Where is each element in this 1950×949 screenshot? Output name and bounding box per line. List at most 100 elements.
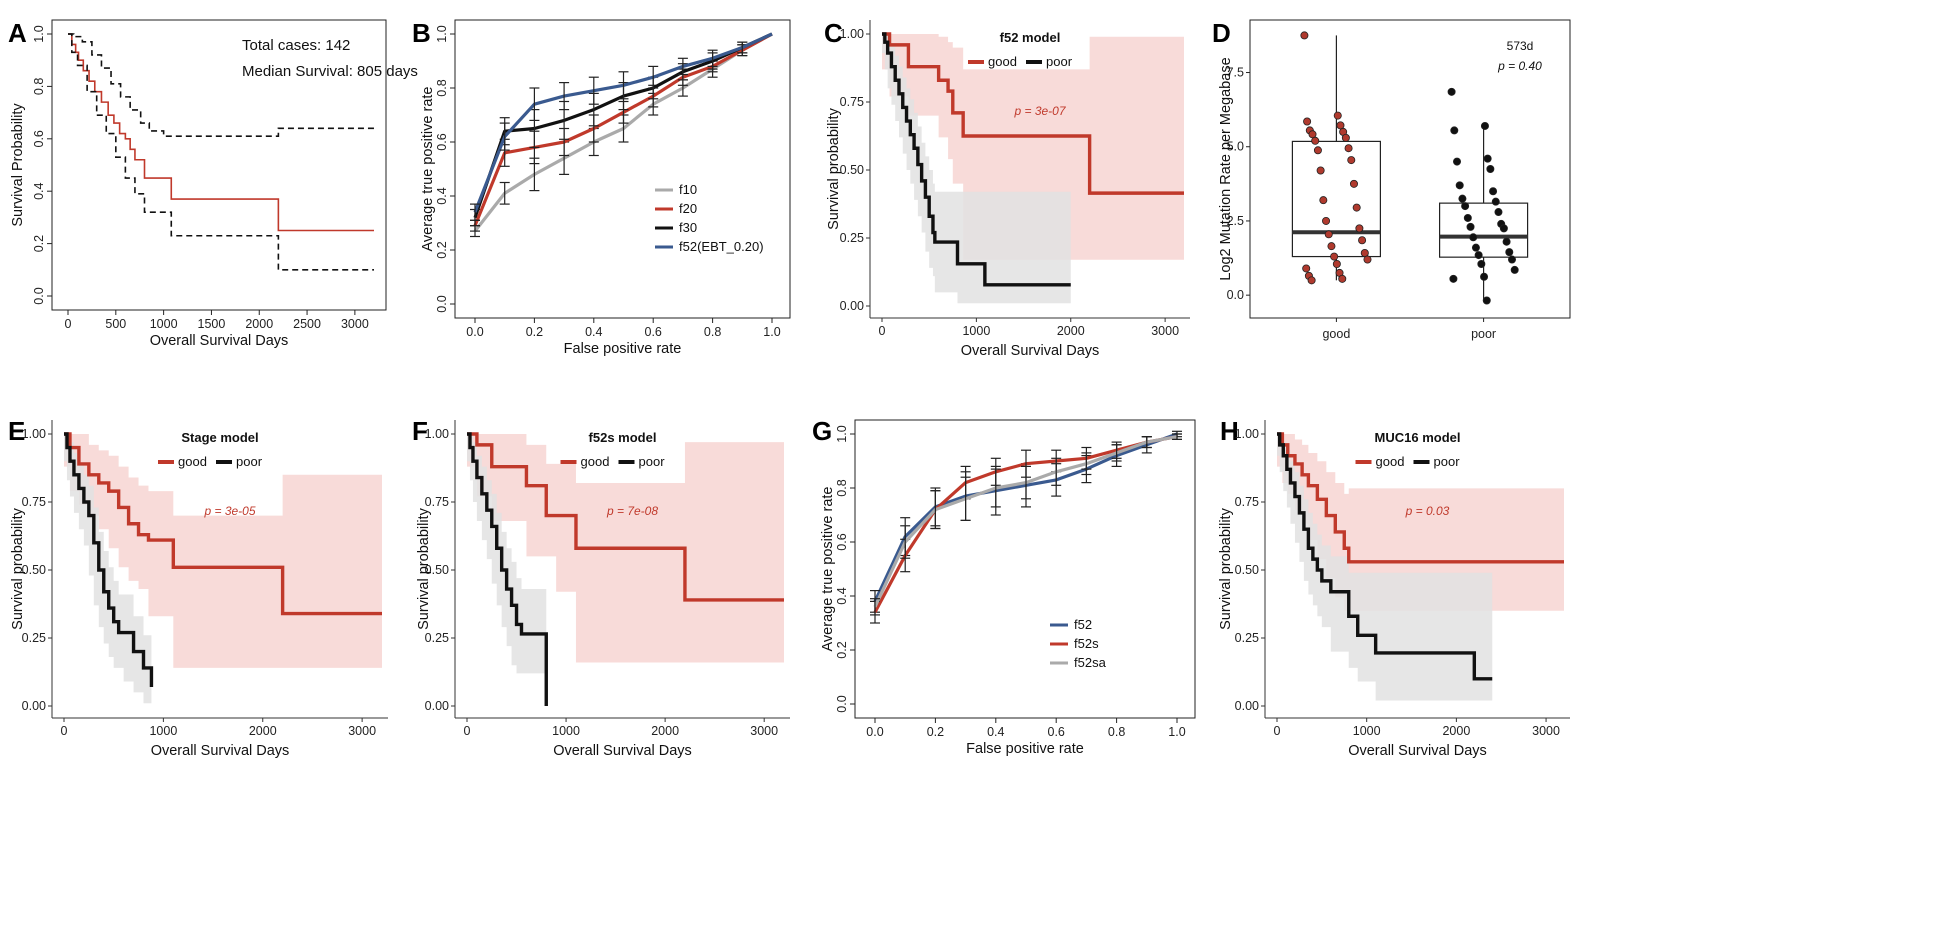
y-axis-label: Average true positive rate (820, 487, 836, 652)
y-tick-label: 0.8 (32, 78, 46, 95)
data-point (1322, 216, 1331, 225)
legend-label-poor: poor (1046, 54, 1073, 69)
x-tick-label: 0 (464, 724, 471, 738)
data-point (1327, 242, 1336, 251)
x-tick-label: 1000 (1353, 724, 1381, 738)
data-point (1349, 179, 1358, 188)
y-tick-label: 0.75 (22, 495, 46, 509)
y-tick-label: 1.00 (840, 27, 864, 41)
panel-B: B 0.0 0.2 0.4 0.6 0.8 1.0 0.0 0.2 0.4 0.6 0.8 1.0 Fal… (412, 18, 791, 357)
data-point (1510, 265, 1519, 274)
x-tick-label: 3000 (750, 724, 778, 738)
y-tick-label: 0.4 (435, 187, 449, 204)
data-point (1341, 133, 1350, 142)
annotation-pvalue: p = 0.40 (1497, 59, 1542, 73)
x-tick-label: 0.2 (526, 325, 543, 339)
data-point (1505, 248, 1514, 257)
data-point (1363, 255, 1372, 264)
p-value: p = 0.03 (1405, 504, 1450, 518)
panel-letter: D (1212, 18, 1231, 48)
box-poor (1438, 202, 1529, 258)
km-line-estimate (68, 33, 374, 232)
panel-C: C 0.00 0.25 0.50 0.75 1.00 0 1000 2000 3000 Overal… (824, 18, 1190, 359)
data-point (1483, 154, 1492, 163)
x-tick-label: 2000 (245, 317, 273, 331)
y-tick-label: 0.00 (840, 299, 864, 313)
y-tick-label: 1.0 (835, 425, 849, 442)
plot-frame (854, 419, 1196, 719)
km-line-lower (68, 33, 374, 271)
data-point (1466, 222, 1475, 231)
x-axis-label: False positive rate (966, 741, 1084, 757)
y-tick-label: 0.50 (840, 163, 864, 177)
x-tick-label: 1.0 (763, 325, 780, 339)
y-tick-label: 0.25 (22, 631, 46, 645)
data-point (1507, 255, 1516, 264)
data-point (1307, 276, 1316, 285)
panel-F: F 0.00 0.25 0.50 0.75 1.00 0 1000 2000 3000 Overal… (412, 416, 790, 759)
legend-label-f10: f10 (679, 182, 697, 197)
data-point (1499, 224, 1508, 233)
data-point (1360, 249, 1369, 258)
legend-label-good: good (1376, 454, 1405, 469)
panel-G: G 0.0 0.2 0.4 0.6 0.8 1.0 0.0 0.2 0.4 0.6 0.8 1.0 Fal… (812, 416, 1196, 757)
x-tick-label: poor (1471, 327, 1496, 341)
y-tick-label: 0.4 (32, 182, 46, 199)
legend-label-poor: poor (639, 454, 666, 469)
data-point (1480, 272, 1489, 281)
km-line-good (882, 32, 1184, 195)
x-tick-label: 2500 (293, 317, 321, 331)
data-point (1455, 181, 1464, 190)
data-point (1453, 157, 1462, 166)
panel-letter: G (812, 416, 832, 446)
data-point (1480, 121, 1489, 130)
p-value: p = 7e-08 (606, 504, 658, 518)
y-tick-label: 1.0 (32, 25, 46, 42)
x-axis-label: Overall Survival Days (961, 343, 1100, 359)
x-axis-label: Overall Survival Days (151, 743, 290, 759)
legend-label-f52: f52 (1074, 617, 1092, 632)
x-tick-label: 2000 (1442, 724, 1470, 738)
data-point (1477, 259, 1486, 268)
km-line-upper (68, 33, 374, 137)
y-tick-label: 0.00 (425, 699, 449, 713)
y-tick-label: 0.0 (835, 695, 849, 712)
y-axis-label: Survival probability (10, 507, 26, 629)
ci-band-good (64, 434, 382, 668)
data-point (1336, 121, 1345, 130)
data-point (1333, 111, 1342, 120)
x-tick-label: 3000 (1532, 724, 1560, 738)
x-tick-label: 0 (65, 317, 72, 331)
panel-letter: C (824, 18, 843, 48)
y-tick-label: 1.0 (435, 25, 449, 42)
chart-title: f52s model (589, 430, 657, 445)
data-point (1458, 194, 1467, 203)
y-axis-label: Survival probability (826, 107, 842, 229)
chart-title: Stage model (181, 430, 258, 445)
data-point (1332, 259, 1341, 268)
x-tick-label: 2000 (1057, 324, 1085, 338)
chart-title: f52 model (1000, 30, 1061, 45)
plot-frame (1249, 19, 1571, 319)
legend-label-f52s: f52s (1074, 636, 1099, 651)
data-point (1355, 224, 1364, 233)
y-axis-label: Survival probability (416, 507, 432, 629)
x-tick-label: 0 (879, 324, 886, 338)
y-tick-label: 0.8 (435, 79, 449, 96)
legend-label-poor: poor (236, 454, 263, 469)
x-tick-label: 0.8 (704, 325, 721, 339)
data-point (1324, 230, 1333, 239)
data-point (1494, 208, 1503, 217)
data-point (1461, 202, 1470, 211)
y-tick-label: 0.8 (835, 479, 849, 496)
y-tick-label: 0.25 (1235, 631, 1259, 645)
x-tick-label: 1.0 (1168, 725, 1185, 739)
panel-letter: F (412, 416, 428, 446)
annotation: Median Survival: 805 days (242, 63, 418, 80)
data-point (1311, 136, 1320, 145)
data-point (1447, 87, 1456, 96)
y-tick-label: 0.50 (22, 563, 46, 577)
p-value: p = 3e-07 (1013, 104, 1066, 118)
x-tick-label: 1500 (198, 317, 226, 331)
